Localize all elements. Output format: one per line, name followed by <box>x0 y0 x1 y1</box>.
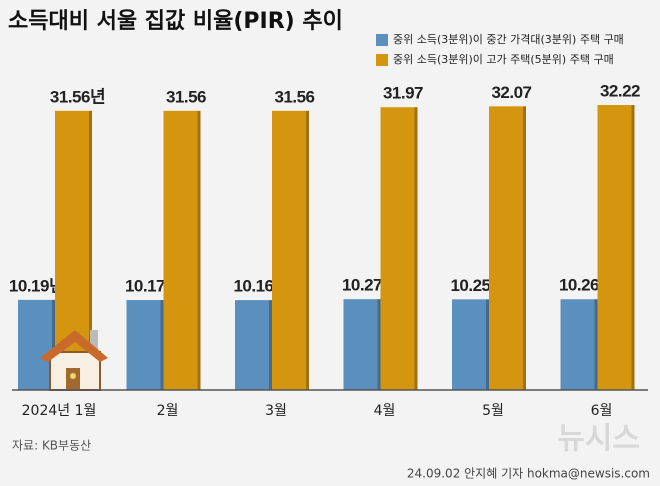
bar-shade <box>269 300 272 390</box>
bar-shade <box>160 300 164 390</box>
bar <box>343 299 381 390</box>
chart-title: 소득대비 서울 집값 비율(PIR) 추이 <box>8 9 343 34</box>
bar-shade <box>306 110 309 391</box>
source: 자료: KB부동산 <box>12 439 91 453</box>
x-tick-label: 2024년 1월 <box>22 403 97 419</box>
credit: 24.09.02 안지혜 기자 hokma@newsis.com <box>407 467 650 481</box>
bar-shade <box>631 105 635 390</box>
x-tick-label: 2월 <box>157 403 179 419</box>
value-label: 31.56년 <box>50 87 105 106</box>
value-label: 31.97 <box>383 84 423 103</box>
value-label: 10.19년 <box>9 276 64 295</box>
bar-shade <box>89 110 92 391</box>
bar-shade <box>594 299 598 390</box>
legend-swatch <box>376 34 388 46</box>
bar <box>597 105 635 390</box>
bar-shade <box>377 299 381 390</box>
bar-shade <box>523 106 526 390</box>
value-label: 10.16 <box>233 277 273 296</box>
value-label: 32.22 <box>600 81 640 100</box>
bar <box>126 300 164 390</box>
bar <box>452 299 489 390</box>
value-label: 10.25 <box>450 276 490 295</box>
bar <box>380 107 418 390</box>
x-tick-label: 5월 <box>482 403 504 419</box>
bar-shade <box>414 107 418 390</box>
value-label: 10.27 <box>342 276 382 295</box>
value-label: 10.17 <box>125 277 165 296</box>
value-label: 10.26 <box>559 276 599 295</box>
watermark: 뉴시스 <box>557 422 640 457</box>
x-tick-label: 4월 <box>374 403 396 419</box>
legend-label: 중위 소득(3분위)이 중간 가격대(3분위) 주택 구매 <box>393 33 624 46</box>
value-label: 31.56 <box>274 87 314 106</box>
bar <box>489 106 526 390</box>
legend-label: 중위 소득(3분위)이 고가 주택(5분위) 주택 구매 <box>393 53 614 66</box>
value-label: 31.56 <box>166 87 206 106</box>
bar <box>272 110 309 391</box>
bar <box>163 110 201 391</box>
bar <box>560 299 598 390</box>
bar <box>18 299 55 390</box>
x-tick-label: 6월 <box>591 403 613 419</box>
bar-shade <box>52 299 55 390</box>
legend-swatch <box>376 54 388 66</box>
x-tick-label: 3월 <box>265 403 287 419</box>
bar <box>235 300 272 390</box>
value-label: 32.07 <box>491 83 531 102</box>
house-icon <box>40 330 108 391</box>
bar-shade <box>486 299 489 390</box>
bar-shade <box>197 110 201 391</box>
